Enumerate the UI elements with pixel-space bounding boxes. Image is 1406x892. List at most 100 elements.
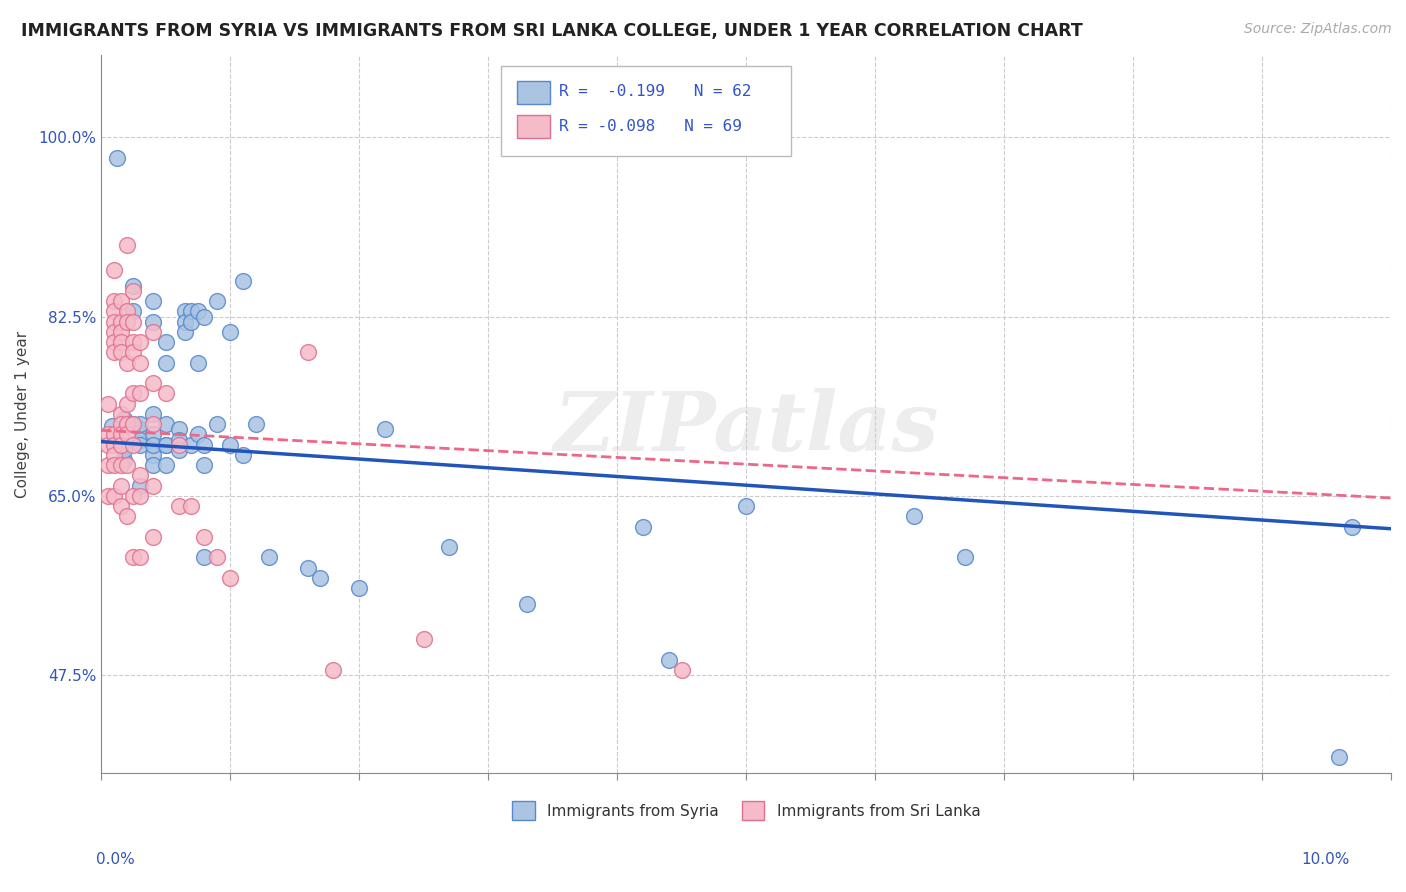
Point <box>167 438 190 452</box>
Point <box>219 438 242 452</box>
Point <box>110 345 132 359</box>
Point <box>122 284 145 298</box>
Point <box>142 417 165 432</box>
Point <box>142 315 165 329</box>
Point <box>155 356 177 370</box>
Point <box>155 438 177 452</box>
FancyBboxPatch shape <box>516 81 550 104</box>
Point <box>516 597 538 611</box>
Point <box>207 550 229 565</box>
Text: R =  -0.199   N = 62: R = -0.199 N = 62 <box>560 84 752 99</box>
Point <box>297 345 319 359</box>
Point <box>115 509 138 524</box>
Point <box>257 550 280 565</box>
Point <box>309 571 332 585</box>
Point <box>103 325 125 339</box>
Text: R = -0.098   N = 69: R = -0.098 N = 69 <box>560 119 742 134</box>
Point <box>219 571 242 585</box>
Point <box>128 438 150 452</box>
Point <box>110 294 132 309</box>
Point <box>174 325 197 339</box>
Point <box>207 417 229 432</box>
Point <box>122 417 145 432</box>
Point <box>122 315 145 329</box>
Point <box>193 310 215 324</box>
Point <box>115 417 138 432</box>
Point <box>187 304 209 318</box>
Point <box>167 422 190 436</box>
Point <box>115 315 138 329</box>
Point <box>297 560 319 574</box>
Point <box>122 438 145 452</box>
Point <box>412 632 434 647</box>
Point <box>232 448 254 462</box>
Point <box>374 422 396 436</box>
Point <box>110 417 132 432</box>
Point <box>110 479 132 493</box>
Point <box>128 468 150 483</box>
Point <box>112 412 135 426</box>
Point <box>322 663 344 677</box>
Point <box>167 499 190 513</box>
Point <box>115 427 138 442</box>
Point <box>112 442 135 457</box>
Point <box>180 438 202 452</box>
Point <box>142 427 165 442</box>
Point <box>155 417 177 432</box>
Point <box>122 550 145 565</box>
Point <box>180 315 202 329</box>
Point <box>122 417 145 432</box>
Point <box>128 386 150 401</box>
Point <box>122 278 145 293</box>
Point <box>174 315 197 329</box>
FancyBboxPatch shape <box>516 115 550 138</box>
Y-axis label: College, Under 1 year: College, Under 1 year <box>15 330 30 498</box>
Point <box>142 407 165 421</box>
Point <box>97 458 120 473</box>
Point <box>110 407 132 421</box>
Point <box>103 438 125 452</box>
Point <box>103 263 125 277</box>
Point <box>903 509 925 524</box>
Point <box>115 356 138 370</box>
Point <box>142 458 165 473</box>
Point <box>187 356 209 370</box>
Point <box>193 458 215 473</box>
Point <box>128 433 150 447</box>
Point <box>103 458 125 473</box>
Point <box>97 427 120 442</box>
Point <box>103 345 125 359</box>
Point <box>128 479 150 493</box>
Point <box>110 499 132 513</box>
Point <box>97 397 120 411</box>
Point <box>103 335 125 350</box>
Text: IMMIGRANTS FROM SYRIA VS IMMIGRANTS FROM SRI LANKA COLLEGE, UNDER 1 YEAR CORRELA: IMMIGRANTS FROM SYRIA VS IMMIGRANTS FROM… <box>21 22 1083 40</box>
Point <box>97 438 120 452</box>
Point <box>128 489 150 503</box>
Point <box>167 442 190 457</box>
Point <box>955 550 977 565</box>
Point <box>110 458 132 473</box>
Point <box>103 448 125 462</box>
Point <box>193 550 215 565</box>
Point <box>110 325 132 339</box>
Point <box>115 237 138 252</box>
Point <box>671 663 693 677</box>
Point <box>122 335 145 350</box>
Point <box>128 550 150 565</box>
Text: Source: ZipAtlas.com: Source: ZipAtlas.com <box>1244 22 1392 37</box>
Point <box>155 386 177 401</box>
Point <box>155 458 177 473</box>
Point <box>219 325 242 339</box>
Point <box>128 417 150 432</box>
Point <box>103 294 125 309</box>
Point <box>115 304 138 318</box>
Point <box>245 417 267 432</box>
Point <box>1329 750 1351 764</box>
Point <box>735 499 758 513</box>
Point <box>115 397 138 411</box>
Point <box>128 356 150 370</box>
Point <box>103 489 125 503</box>
Point <box>142 438 165 452</box>
Point <box>142 376 165 391</box>
